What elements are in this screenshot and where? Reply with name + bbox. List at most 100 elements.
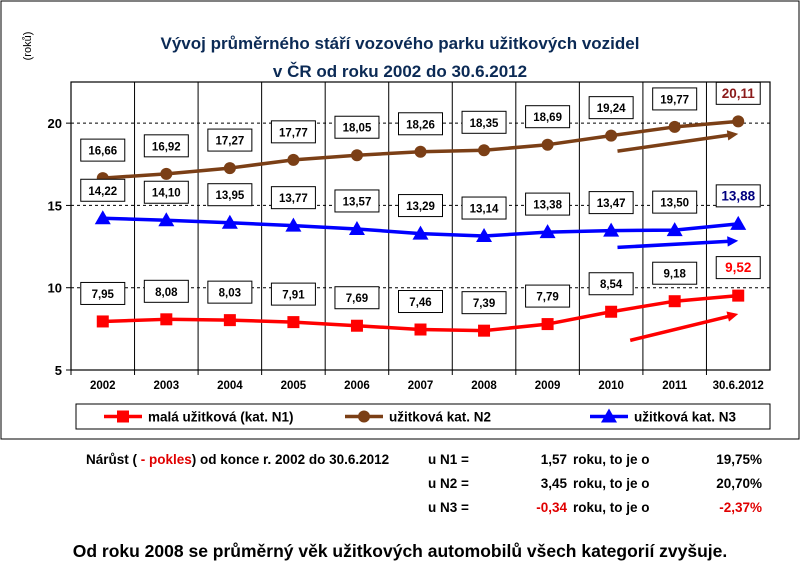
data-label-box bbox=[652, 190, 698, 214]
y-tick-label: 20 bbox=[48, 116, 62, 131]
data-label-box bbox=[270, 186, 316, 210]
data-label-text: 13,29 bbox=[406, 201, 435, 213]
data-label-text: 7,79 bbox=[536, 292, 558, 304]
data-point-triangle bbox=[476, 228, 493, 243]
y-axis-label: (roků) bbox=[22, 32, 34, 61]
data-label-box bbox=[143, 180, 189, 204]
data-point-triangle bbox=[666, 222, 683, 237]
data-point-triangle bbox=[601, 408, 617, 423]
data-label: 7,79 bbox=[525, 284, 571, 308]
data-label-text: 18,26 bbox=[406, 119, 435, 131]
trend-arrow-line bbox=[629, 314, 731, 343]
data-label: 17,27 bbox=[207, 128, 253, 152]
data-label: 8,54 bbox=[588, 272, 634, 296]
legend-entry: užitková kat. N2 bbox=[345, 410, 491, 425]
data-label-box bbox=[270, 120, 316, 144]
data-label-box bbox=[80, 178, 126, 202]
data-point-square bbox=[160, 313, 173, 326]
data-point-triangle bbox=[94, 210, 111, 225]
data-label-box bbox=[525, 105, 571, 129]
data-label-text: 18,35 bbox=[470, 118, 499, 130]
data-label-text: 7,95 bbox=[92, 289, 115, 301]
data-point-square bbox=[668, 295, 681, 308]
legend-entry: malá užitková (kat. N1) bbox=[104, 410, 294, 425]
legend-label: malá užitková (kat. N1) bbox=[148, 410, 294, 425]
data-label-text: 7,69 bbox=[346, 293, 368, 305]
stats-row-n1-pct: 19,75% bbox=[716, 452, 762, 467]
trend-arrow-head bbox=[727, 236, 739, 247]
y-tick-label: 5 bbox=[55, 363, 62, 378]
stats-row-n1-unit: roku, to je o bbox=[573, 452, 650, 467]
data-label: 13,95 bbox=[207, 183, 253, 207]
data-label-text: 13,88 bbox=[721, 188, 755, 203]
data-label: 9,52 bbox=[715, 256, 761, 280]
trend-arrow-line bbox=[617, 239, 730, 250]
data-label: 18,26 bbox=[398, 112, 443, 136]
data-label-text: 8,54 bbox=[600, 279, 623, 291]
data-label-text: 8,03 bbox=[219, 288, 241, 300]
data-point-square bbox=[96, 315, 109, 328]
data-point-triangle bbox=[603, 222, 620, 237]
data-label-box bbox=[398, 194, 443, 218]
data-label-box bbox=[143, 279, 189, 303]
legend-entry: užitková kat. N3 bbox=[590, 408, 737, 425]
data-point-triangle bbox=[348, 220, 365, 235]
data-point-triangle bbox=[412, 225, 429, 240]
data-label-text: 14,10 bbox=[152, 188, 181, 200]
growth-stats: Nárůst ( - pokles) od konce r. 2002 do 3… bbox=[0, 440, 800, 520]
data-label-box bbox=[715, 256, 761, 280]
data-label: 13,88 bbox=[715, 184, 761, 208]
x-tick-label: 2011 bbox=[662, 380, 688, 392]
data-label-box bbox=[207, 128, 253, 152]
data-label: 16,66 bbox=[80, 138, 126, 162]
data-label-box bbox=[461, 291, 507, 315]
data-label: 13,77 bbox=[270, 186, 316, 210]
data-label: 8,08 bbox=[143, 279, 189, 303]
data-point-circle bbox=[668, 120, 681, 133]
data-label-box bbox=[588, 96, 634, 120]
data-label-text: 19,77 bbox=[660, 94, 689, 106]
data-point-triangle bbox=[539, 224, 556, 239]
stats-row-n2-value: 3,45 bbox=[540, 476, 567, 491]
legend: malá užitková (kat. N1) užitková kat. N2 u… bbox=[75, 403, 771, 430]
x-tick-label: 30.6.2012 bbox=[713, 380, 764, 392]
data-label: 9,18 bbox=[652, 261, 698, 285]
x-tick-label: 2005 bbox=[281, 380, 307, 392]
stats-row-n3-value: -0,34 bbox=[536, 500, 567, 515]
x-tick-label: 2002 bbox=[90, 380, 116, 392]
data-label-text: 13,47 bbox=[597, 198, 626, 210]
axes: 5 10 15 20 2002 2003 2004 2005 2006 2007 2008 2009 2… bbox=[48, 116, 764, 392]
x-tick-label: 2007 bbox=[408, 380, 434, 392]
data-label-box bbox=[525, 192, 571, 216]
stats-intro-pokles: - pokles bbox=[137, 452, 192, 467]
data-point-square bbox=[541, 318, 554, 331]
data-point-circle bbox=[223, 162, 236, 175]
legend-label: užitková kat. N2 bbox=[389, 410, 491, 425]
data-label: 18,35 bbox=[461, 110, 507, 134]
stats-intro: Nárůst ( - pokles) od konce r. 2002 do 3… bbox=[86, 452, 389, 467]
data-label-box bbox=[334, 189, 380, 213]
data-label-box bbox=[588, 191, 634, 215]
data-label-text: 13,14 bbox=[470, 204, 499, 216]
data-point-circle bbox=[350, 149, 363, 162]
x-tick-label: 2009 bbox=[535, 380, 561, 392]
stats-row-n1-value: 1,57 bbox=[540, 452, 567, 467]
data-label-box bbox=[461, 196, 507, 220]
data-label-text: 18,69 bbox=[533, 112, 562, 124]
data-point-triangle bbox=[730, 215, 747, 230]
data-point-triangle bbox=[285, 217, 302, 232]
data-label-box bbox=[80, 281, 126, 305]
data-label-text: 8,08 bbox=[155, 287, 178, 299]
stats-intro-a: Nárůst ( bbox=[86, 452, 138, 467]
data-point-circle bbox=[478, 144, 491, 157]
data-label-text: 7,46 bbox=[409, 297, 431, 309]
data-label: 19,77 bbox=[652, 87, 698, 111]
stats-row-n3-pct: -2,37% bbox=[719, 500, 762, 515]
trend-arrow-head bbox=[726, 130, 739, 141]
data-label: 13,29 bbox=[398, 194, 443, 218]
data-label-text: 17,27 bbox=[215, 136, 244, 148]
stats-row-n2-unit: roku, to je o bbox=[573, 476, 650, 491]
chart: 5 10 15 20 2002 2003 2004 2005 2006 2007 2008 2009 2… bbox=[0, 0, 800, 440]
data-point-square bbox=[414, 323, 427, 336]
data-label-box bbox=[398, 290, 443, 314]
